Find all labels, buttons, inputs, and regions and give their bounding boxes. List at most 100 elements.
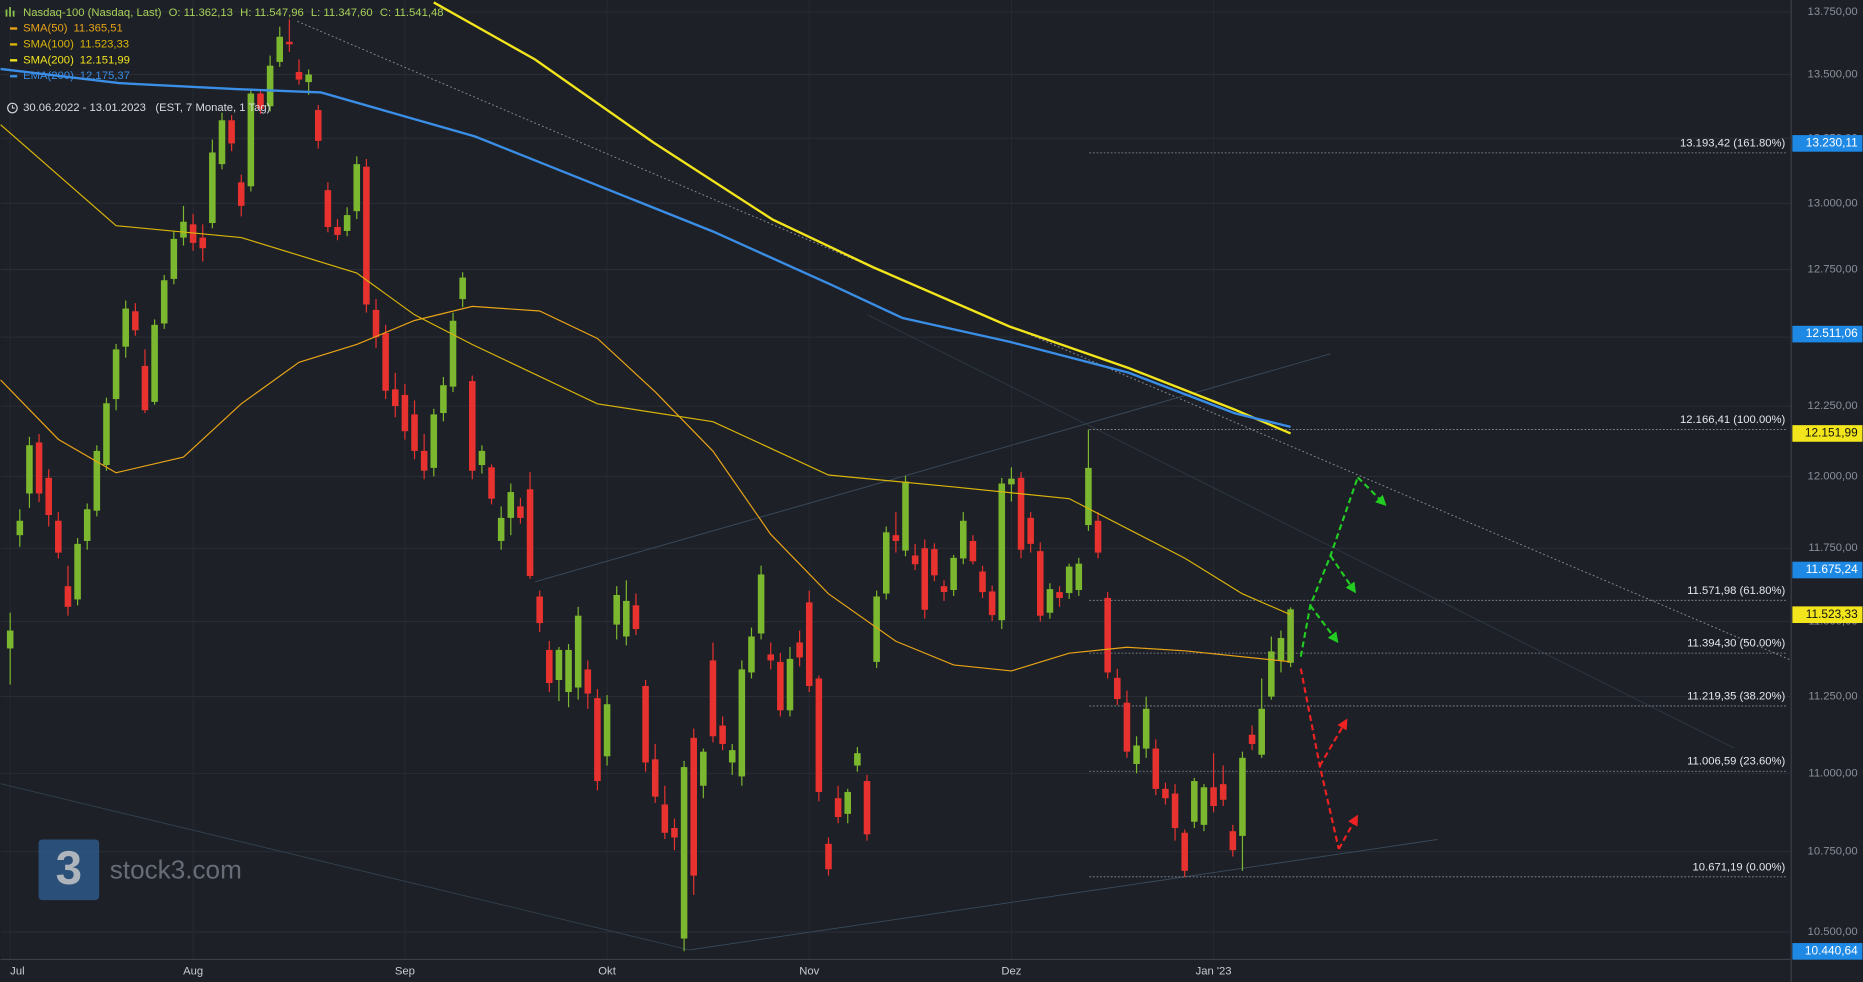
candle-body	[709, 660, 717, 737]
candle-body	[382, 333, 389, 391]
candle-body	[353, 164, 361, 212]
y-tick-label: 12.750,00	[1808, 264, 1858, 276]
channel-line	[534, 353, 1331, 583]
candle-body	[959, 520, 967, 559]
candle-body	[786, 658, 794, 711]
legend: Nasdaq-100 (Nasdaq, Last) O: 11.362,13 H: …	[5, 7, 444, 114]
candle-body	[979, 571, 986, 593]
candle-body	[295, 71, 303, 80]
candle-body	[305, 74, 312, 83]
candle-body	[931, 549, 938, 576]
candle-body	[1142, 708, 1150, 749]
logo-mark: 3	[56, 842, 82, 895]
indicator-line	[0, 305, 1291, 672]
candle-body	[1123, 702, 1131, 752]
candle-body	[1239, 757, 1246, 836]
candle-body	[151, 324, 158, 402]
fib-label: 11.394,30 (50.00%)	[1687, 638, 1785, 650]
x-tick-label: Jul	[10, 965, 24, 977]
price-tag	[1792, 425, 1863, 442]
candle-body	[247, 93, 255, 187]
close-label: C: 11.541,48	[380, 7, 444, 19]
y-tick-label: 12.000,00	[1808, 470, 1858, 482]
y-tick-label: 11.250,00	[1808, 691, 1857, 703]
candle-body	[603, 704, 611, 757]
candle-body	[690, 737, 697, 876]
candle-body	[815, 678, 823, 792]
candle-body	[266, 65, 274, 107]
legend-name: SMA(200)	[23, 54, 74, 66]
candle-body	[112, 349, 120, 400]
candle-body	[35, 442, 43, 494]
bull-arrow	[1329, 555, 1357, 594]
y-tick-label: 13.500,00	[1808, 68, 1858, 80]
candle-body	[401, 394, 409, 432]
candle-body	[1171, 793, 1179, 829]
candle-body	[921, 548, 929, 610]
legend-entry: SMA(100) 11.523,33	[23, 38, 129, 50]
price-tag	[1792, 943, 1863, 960]
price-tag	[1792, 606, 1863, 624]
candle-body	[969, 540, 977, 562]
watermark: 3 stock3.com	[38, 839, 242, 901]
fibonacci: 13.193,42 (161.80%) 12.166,41 (100.00%) 11…	[1089, 137, 1788, 878]
plot	[0, 1, 1294, 952]
candle-body	[940, 586, 948, 593]
candle-body	[902, 481, 909, 551]
candle-body	[497, 517, 505, 541]
candle-body	[55, 520, 62, 553]
candle-body	[623, 600, 630, 637]
candle-body	[1258, 708, 1265, 755]
logo-box	[38, 839, 100, 901]
candle-body	[738, 669, 746, 777]
candle-body	[391, 389, 399, 407]
candle-body	[642, 686, 649, 763]
candle-body	[1229, 831, 1237, 851]
bull-path	[1299, 476, 1359, 657]
candle-body	[45, 477, 52, 516]
price-tag-label: 13.230,11	[1806, 136, 1858, 150]
fib-label: 11.219,35 (38.20%)	[1687, 690, 1785, 702]
price-axis-area	[1791, 0, 1863, 982]
candle-body	[661, 804, 669, 833]
fib-label: 11.571,98 (61.80%)	[1687, 585, 1785, 597]
y-tick-label: 11.750,00	[1808, 542, 1857, 554]
bull-arrow	[1309, 604, 1339, 644]
candle-body	[507, 492, 515, 518]
legend-entry: EMA(200) 12.175,37	[23, 70, 130, 82]
bull-arrow	[1357, 476, 1387, 507]
fib-label: 11.006,59 (23.60%)	[1687, 756, 1785, 768]
candle-body	[805, 602, 813, 687]
axis: 10.500,00 10.750,00 11.000,00 11.250,00 11.5…	[10, 6, 1863, 977]
candle-body	[988, 591, 996, 616]
candle-body	[16, 520, 24, 536]
candle-body	[748, 636, 755, 673]
candle-body	[1287, 609, 1294, 663]
candle-body	[757, 574, 765, 634]
candle-body	[1027, 517, 1034, 544]
candle-body	[1104, 597, 1111, 673]
candle-body	[103, 403, 110, 466]
candle-body	[728, 750, 736, 763]
trendlines	[0, 20, 1792, 951]
channel-line	[0, 783, 690, 951]
high-label: H: 11.547,96	[240, 7, 304, 19]
legend-entry: SMA(50) 11.365,51	[23, 22, 123, 34]
candle-body	[1085, 467, 1092, 526]
grid	[0, 0, 1792, 960]
x-tick-label: Nov	[799, 965, 819, 977]
price-tag	[1792, 561, 1863, 579]
clock-hands	[11, 105, 15, 109]
candle-body	[777, 661, 784, 711]
candle-body	[334, 226, 341, 235]
price-tag-label: 10.440,64	[1805, 944, 1858, 958]
date-range-row: 30.06.2022 - 13.01.2023 (EST, 7 Monate, 1…	[23, 102, 271, 114]
instrument-icon	[5, 7, 15, 17]
candle-body	[671, 828, 678, 838]
candle-body	[632, 605, 640, 630]
indicator-line	[0, 124, 1291, 616]
candle-body	[998, 483, 1006, 621]
candle-body	[517, 506, 524, 518]
